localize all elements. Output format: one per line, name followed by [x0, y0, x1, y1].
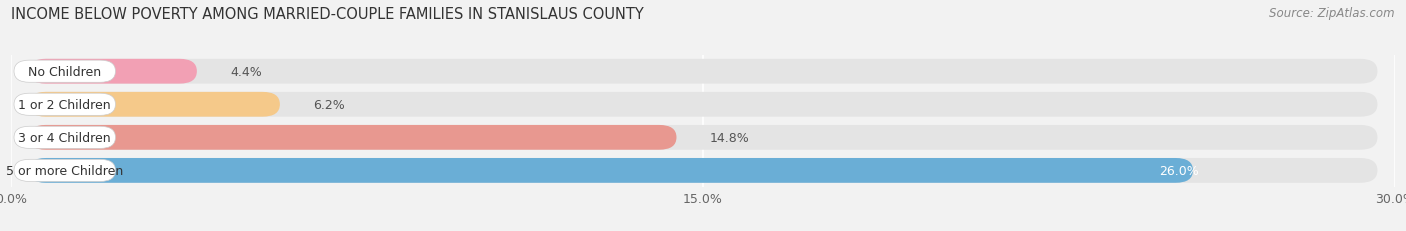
Text: 14.8%: 14.8% [710, 131, 749, 144]
FancyBboxPatch shape [28, 60, 1378, 84]
FancyBboxPatch shape [14, 160, 115, 182]
FancyBboxPatch shape [14, 127, 115, 149]
Text: 4.4%: 4.4% [231, 65, 262, 78]
FancyBboxPatch shape [14, 61, 115, 83]
Text: 5 or more Children: 5 or more Children [6, 164, 124, 177]
FancyBboxPatch shape [28, 60, 197, 84]
Text: Source: ZipAtlas.com: Source: ZipAtlas.com [1270, 7, 1395, 20]
FancyBboxPatch shape [28, 92, 1378, 117]
FancyBboxPatch shape [28, 158, 1378, 183]
FancyBboxPatch shape [28, 92, 280, 117]
Text: INCOME BELOW POVERTY AMONG MARRIED-COUPLE FAMILIES IN STANISLAUS COUNTY: INCOME BELOW POVERTY AMONG MARRIED-COUPL… [11, 7, 644, 22]
Text: 1 or 2 Children: 1 or 2 Children [18, 98, 111, 111]
Text: 6.2%: 6.2% [314, 98, 344, 111]
Text: No Children: No Children [28, 65, 101, 78]
Text: 3 or 4 Children: 3 or 4 Children [18, 131, 111, 144]
FancyBboxPatch shape [28, 125, 1378, 150]
FancyBboxPatch shape [28, 158, 1192, 183]
FancyBboxPatch shape [14, 94, 115, 116]
FancyBboxPatch shape [28, 125, 676, 150]
Text: 26.0%: 26.0% [1159, 164, 1199, 177]
